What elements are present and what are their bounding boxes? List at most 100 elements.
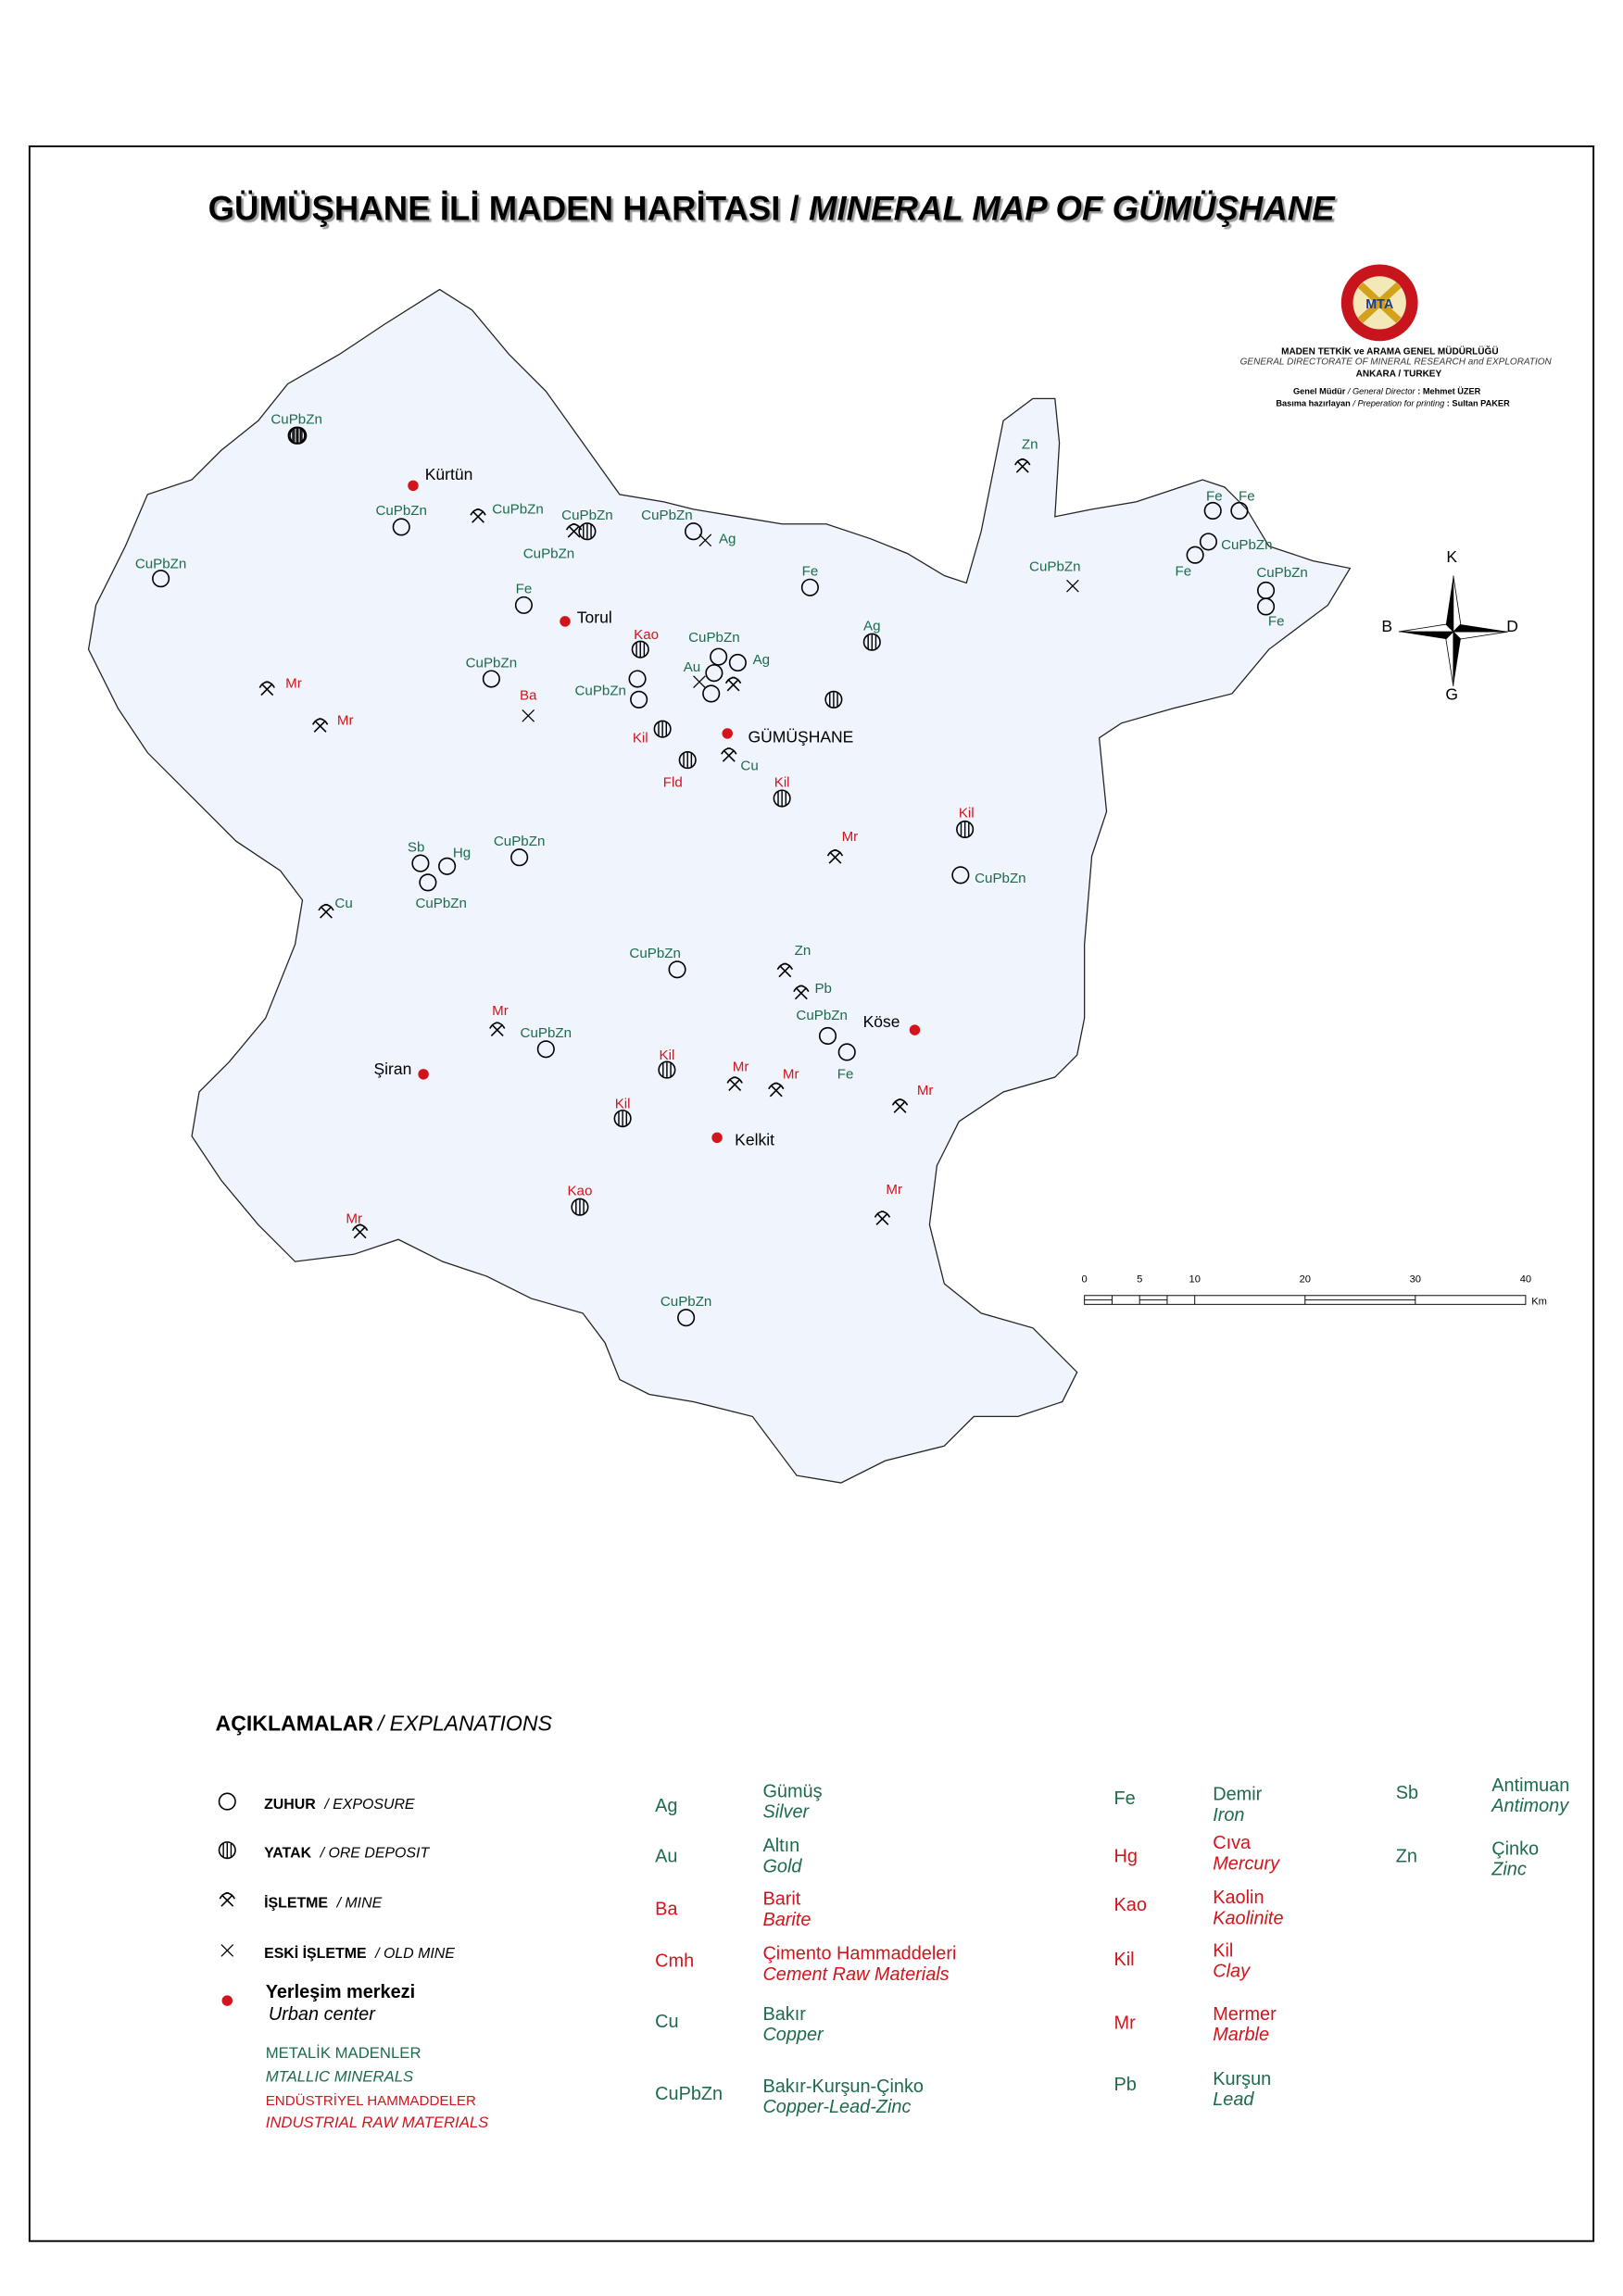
mine-icon [565,522,583,538]
mineral-label: CuPbZn [1029,559,1081,575]
mineral-name-tr: Kurşun [1213,2069,1271,2089]
mine-icon [726,1076,743,1091]
mineral-name-en: Kaolinite [1213,1908,1283,1928]
circle-icon [837,1043,856,1061]
mineral-label: CuPbZn [494,834,546,849]
urban-center: Köse [863,1012,921,1035]
legend-symbol-label: İŞLETME / MINE [264,1895,382,1912]
mineral-label: CuPbZn [661,1294,712,1310]
place-name: Şiran [373,1060,411,1078]
mineral-name-en: Cement Raw Materials [762,1964,949,1985]
mineral-label: Kil [959,806,975,822]
deposit-icon [862,633,881,651]
oldmine-icon [1066,579,1079,593]
urban-icon [711,1132,723,1144]
mineral-name-tr: Çimento Hammaddeleri [762,1944,956,1964]
mineral-code: Zn [1396,1846,1417,1866]
legend-urban-en: Urban center [269,2004,376,2025]
mineral-label: Kil [774,774,790,790]
circle-icon [668,960,686,979]
mineral-name-tr: Demir [1213,1784,1262,1804]
circle-icon [438,857,457,875]
mineral-label: CuPbZn [975,871,1026,886]
circle-icon [419,873,437,892]
mineral-label: Cu [334,896,352,911]
title-en: MINERAL MAP OF GÜMÜŞHANE [809,190,1336,228]
prepared-line: Basıma hazırlayan / Preperation for prin… [1276,398,1510,408]
scale-tick-label: 20 [1300,1273,1311,1285]
circle-icon [392,518,410,536]
mineral-name-en: Iron [1213,1805,1244,1826]
province-boundary [87,288,1352,1484]
scale-tick-label: 5 [1137,1273,1142,1285]
mineral-label: Mr [842,829,859,845]
urban-center: GÜMÜŞHANE [722,728,853,747]
mineral-code: CuPbZn [655,2084,723,2104]
urban-center: Kürtün [408,465,472,492]
mineral-name-tr: Kaolin [1213,1888,1264,1908]
mineral-name-en: Zinc [1491,1860,1527,1880]
mine-icon [891,1098,909,1113]
circle-icon [1257,597,1276,616]
mine-icon [1014,458,1031,473]
deposit-icon [289,426,308,445]
mineral-name-en: Gold [762,1857,802,1877]
mine-icon [311,718,329,733]
mineral-name-en: Antimony [1491,1796,1569,1816]
circle-icon [685,522,703,541]
oldmine-icon [693,675,706,689]
mineral-label: CuPbZn [466,655,518,671]
mineral-name-tr: Kil [1213,1940,1233,1961]
mineral-label: Fe [802,564,819,580]
mineral-label: Au [684,659,701,675]
mine-icon [768,1082,785,1098]
mineral-label: Mr [733,1060,749,1075]
compass-south: G [1445,684,1458,703]
map-symbols [152,426,1276,1327]
mineral-code: Hg [1114,1846,1138,1866]
mineral-label: Fe [1239,488,1255,504]
mineral-name-tr: Bakır-Kurşun-Çinko [762,2076,924,2097]
circle-icon [710,647,728,666]
place-name: Köse [863,1012,900,1031]
mineral-label: CuPbZn [521,1025,572,1041]
mineral-label: Mr [917,1083,934,1098]
mta-logo: MTA [1340,264,1418,342]
mineral-label: Mr [492,1003,509,1019]
urban-icon [418,1069,429,1080]
circle-icon [628,670,647,688]
mineral-label: Kao [634,627,659,643]
circle-icon [218,1792,236,1811]
mineral-code: Cmh [655,1951,694,1971]
mineral-label: Ag [753,652,771,668]
circle-icon [705,664,723,683]
urban-icon [221,1995,233,2006]
mineral-label: Kil [633,731,648,747]
mineral-name-tr: Antimuan [1491,1775,1569,1796]
mineral-name-en: Copper-Lead-Zinc [762,2097,911,2117]
circle-icon [1199,533,1217,551]
mineral-label: Fe [1268,614,1285,630]
mine-icon [489,1022,506,1037]
legend: AÇIKLAMALAR / EXPLANATIONS ZUHUR / EXPOSURE… [216,1712,1570,2131]
mineral-label: Zn [795,943,812,959]
legend-title: AÇIKLAMALAR / EXPLANATIONS [216,1712,553,1736]
map-frame [28,145,1595,2242]
mine-icon [874,1211,891,1225]
urban-icon [560,616,571,627]
mineral-label: Ag [719,531,736,546]
mineral-label: Fe [1176,564,1192,580]
map-title: GÜMÜŞHANE İLİ MADEN HARİTASI / MINERAL M… [208,190,1337,228]
compass-north: K [1446,547,1457,566]
mineral-label: CuPbZn [1256,565,1308,581]
circle-icon [630,690,648,709]
mineral-code: Cu [655,2012,678,2032]
mineral-label: CuPbZn [796,1008,848,1023]
mine-icon [219,1892,235,1907]
mineral-code: Sb [1396,1783,1418,1803]
mineral-label: Cu [740,759,758,774]
org-name-en: GENERAL DIRECTORATE OF MINERAL RESEARCH … [1240,358,1553,368]
